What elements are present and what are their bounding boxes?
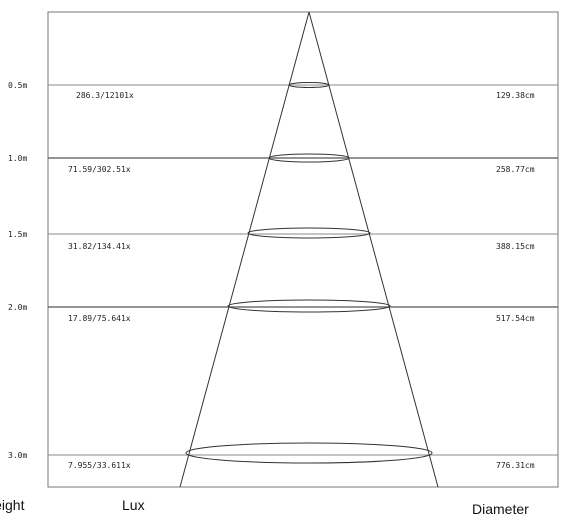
diameter-column-label: Diameter — [472, 501, 529, 515]
level-lines — [48, 84, 558, 456]
light-cone — [179, 11, 439, 488]
beam-ellipse-2.0m — [227, 299, 391, 313]
lux-value: 286.3/12101x — [76, 91, 134, 100]
cone-right-edge — [308, 11, 439, 488]
height-column-label: Height — [0, 497, 25, 513]
diameter-value: 258.77cm — [496, 165, 535, 174]
lux-value: 31.82/134.41x — [68, 242, 131, 251]
diameter-value: 776.31cm — [496, 461, 535, 470]
beam-ellipse-1.0m — [268, 153, 350, 163]
lux-value: 17.89/75.641x — [68, 314, 131, 323]
beam-ellipse-3.0m — [185, 442, 433, 464]
height-label: 0.5m — [8, 81, 27, 90]
diameter-value: 517.54cm — [496, 314, 535, 323]
lux-value: 7.955/33.611x — [68, 461, 131, 470]
height-labels: 0.5m 1.0m 1.5m 2.0m 3.0m — [8, 81, 27, 460]
cone-left-edge — [179, 11, 310, 488]
height-label: 1.0m — [8, 154, 27, 163]
footer-labels: Height Lux Diameter — [0, 497, 529, 515]
height-label: 2.0m — [8, 303, 27, 312]
diameter-labels: 129.38cm 258.77cm 388.15cm 517.54cm 776.… — [496, 91, 535, 470]
height-label: 1.5m — [8, 230, 27, 239]
lux-value: 71.59/302.51x — [68, 165, 131, 174]
lux-column-label: Lux — [122, 497, 145, 513]
diameter-value: 129.38cm — [496, 91, 535, 100]
diameter-value: 388.15cm — [496, 242, 535, 251]
beam-ellipses — [185, 82, 433, 464]
lux-labels: 286.3/12101x 71.59/302.51x 31.82/134.41x… — [68, 91, 134, 470]
height-label: 3.0m — [8, 451, 27, 460]
beam-ellipse-1.5m — [247, 227, 371, 239]
beam-ellipse-0.5m — [288, 82, 330, 88]
diagram-frame — [47, 11, 559, 488]
